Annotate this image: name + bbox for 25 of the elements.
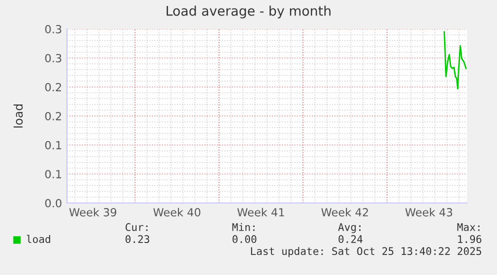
line-series [444, 31, 467, 90]
text: Last update: Sat Oct 25 13:40:22 2025 [251, 246, 482, 258]
chart-title: Load average - by month [166, 6, 330, 18]
x-tick-label: Week 42 [321, 208, 368, 216]
text: Avg: [338, 223, 360, 234]
x-tick-label: Week 40 [153, 208, 200, 216]
y-axis-title: load [14, 104, 23, 128]
text: 0.23 [126, 235, 150, 244]
y-tick-label: 0.3 [45, 54, 62, 62]
y-tick-label: 0.2 [45, 112, 62, 120]
x-tick-label: Week 43 [405, 208, 452, 216]
text: Min: [232, 222, 254, 231]
x-tick-label: Week 41 [237, 208, 284, 216]
text: 0.00 [232, 235, 256, 244]
y-tick-label: 0.2 [45, 82, 62, 92]
y-tick-label: 0.3 [45, 24, 62, 34]
text: 0.24 [338, 235, 363, 244]
legend-label: load [26, 234, 50, 244]
text: Max: [457, 223, 480, 232]
x-tick-label: Week 39 [69, 208, 116, 216]
y-tick-label: 0.1 [45, 140, 62, 150]
text: 1.96 [458, 235, 482, 244]
y-tick-label: 0.0 [45, 198, 62, 208]
text: Cur: [126, 223, 148, 232]
y-tick-label: 0.1 [45, 170, 62, 178]
